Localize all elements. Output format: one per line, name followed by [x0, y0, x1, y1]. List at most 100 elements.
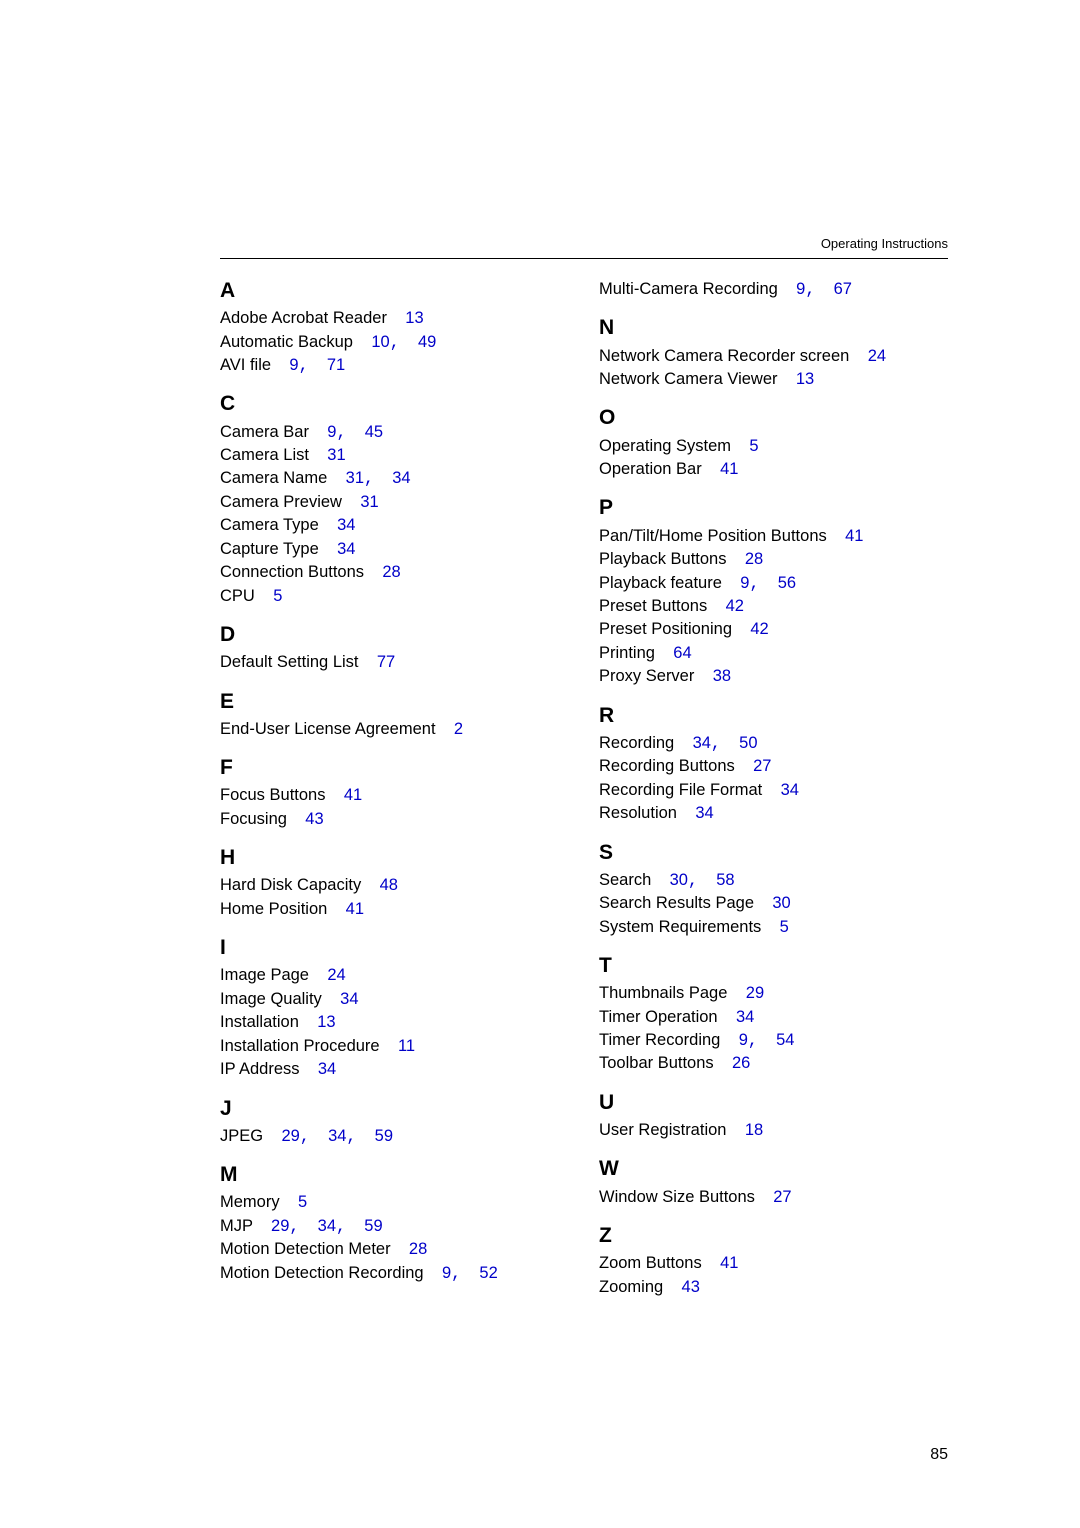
index-page-ref[interactable]: 30	[772, 894, 790, 912]
index-page-ref[interactable]: 41	[720, 460, 738, 478]
index-entry: JPEG 29, 34, 59	[220, 1125, 569, 1148]
index-page-ref[interactable]: 31	[360, 493, 378, 511]
index-entry-text: Connection Buttons	[220, 563, 364, 581]
index-page-ref[interactable]: 71	[327, 356, 345, 374]
index-page-ref[interactable]: 49	[418, 333, 436, 351]
index-page-ref[interactable]: 29	[281, 1127, 299, 1145]
index-entry-text: IP Address	[220, 1060, 300, 1078]
index-page-ref[interactable]: 34	[340, 990, 358, 1008]
index-page-ref[interactable]: 24	[868, 347, 886, 365]
index-page-ref[interactable]: 34	[392, 469, 410, 487]
index-entry: System Requirements 5	[599, 916, 948, 939]
index-page-ref[interactable]: 5	[749, 437, 758, 455]
index-entry: Recording File Format 34	[599, 779, 948, 802]
index-page-ref[interactable]: 38	[713, 667, 731, 685]
index-entry-text: Search	[599, 871, 651, 889]
index-page-ref[interactable]: 54	[776, 1031, 794, 1049]
index-entry: Image Quality 34	[220, 988, 569, 1011]
index-page-ref[interactable]: 34	[736, 1008, 754, 1026]
index-entry: Connection Buttons 28	[220, 561, 569, 584]
index-page-ref[interactable]: 56	[778, 574, 796, 592]
index-page-ref[interactable]: 26	[732, 1054, 750, 1072]
index-page-ref[interactable]: 52	[479, 1264, 497, 1282]
index-page-ref[interactable]: 5	[780, 918, 789, 936]
index-page-ref[interactable]: 50	[739, 734, 757, 752]
index-page-ref[interactable]: 34	[781, 781, 799, 799]
index-page-ref[interactable]: 77	[377, 653, 395, 671]
index-page-ref[interactable]: 31	[327, 446, 345, 464]
index-page-ref[interactable]: 5	[298, 1193, 307, 1211]
index-page-ref[interactable]: 30	[670, 871, 688, 889]
index-page-ref[interactable]: 24	[327, 966, 345, 984]
index-page-ref[interactable]: 42	[726, 597, 744, 615]
index-entry-text: Resolution	[599, 804, 677, 822]
index-entry: Automatic Backup 10, 49	[220, 331, 569, 354]
index-page-ref[interactable]: 43	[682, 1278, 700, 1296]
index-page-ref[interactable]: 58	[716, 871, 734, 889]
index-page-ref[interactable]: 28	[382, 563, 400, 581]
index-page-ref[interactable]: 34	[695, 804, 713, 822]
index-ref-separator: ,	[390, 333, 400, 352]
index-page-ref[interactable]: 31	[346, 469, 364, 487]
index-page-ref[interactable]: 34	[693, 734, 711, 752]
index-ref-separator: ,	[688, 871, 698, 890]
page-number: 85	[930, 1446, 948, 1464]
index-entry-text: CPU	[220, 587, 255, 605]
index-page-ref[interactable]: 27	[753, 757, 771, 775]
index-page-ref[interactable]: 43	[305, 810, 323, 828]
index-page-ref[interactable]: 11	[398, 1037, 415, 1055]
index-entry: Printing 64	[599, 642, 948, 665]
index-page-ref[interactable]: 41	[845, 527, 863, 545]
index-entry-text: MJP	[220, 1217, 253, 1235]
index-page-ref[interactable]: 9	[442, 1264, 451, 1282]
index-page-ref[interactable]: 34	[318, 1217, 336, 1235]
index-page-ref[interactable]: 48	[380, 876, 398, 894]
index-entry-text: Network Camera Viewer	[599, 370, 778, 388]
index-entry-text: AVI file	[220, 356, 271, 374]
index-page-ref[interactable]: 59	[364, 1217, 382, 1235]
index-page-ref[interactable]: 2	[454, 720, 463, 738]
index-page-ref[interactable]: 45	[365, 423, 383, 441]
index-page-ref[interactable]: 34	[337, 516, 355, 534]
index-page-ref[interactable]: 9	[289, 356, 298, 374]
index-page-ref[interactable]: 28	[409, 1240, 427, 1258]
index-entry-text: Focusing	[220, 810, 287, 828]
index-page-ref[interactable]: 64	[673, 644, 691, 662]
index-section-letter: Z	[599, 1223, 948, 1248]
index-page-ref[interactable]: 5	[273, 587, 282, 605]
index-page-ref[interactable]: 41	[344, 786, 362, 804]
index-page-ref[interactable]: 29	[746, 984, 764, 1002]
index-page-ref[interactable]: 34	[328, 1127, 346, 1145]
index-page-ref[interactable]: 41	[346, 900, 364, 918]
index-entry: Motion Detection Meter 28	[220, 1238, 569, 1261]
index-page-ref[interactable]: 34	[337, 540, 355, 558]
index-entry-text: Home Position	[220, 900, 327, 918]
index-page-ref[interactable]: 28	[745, 550, 763, 568]
index-entry-text: Camera Type	[220, 516, 319, 534]
index-ref-separator: ,	[299, 356, 309, 375]
index-entry-text: Preset Buttons	[599, 597, 707, 615]
index-entry-text: Proxy Server	[599, 667, 694, 685]
index-page-ref[interactable]: 9	[796, 280, 805, 298]
index-entry: Image Page 24	[220, 964, 569, 987]
index-page-ref[interactable]: 9	[739, 1031, 748, 1049]
index-page-ref[interactable]: 13	[405, 309, 423, 327]
index-page-ref[interactable]: 42	[750, 620, 768, 638]
index-page-ref[interactable]: 13	[796, 370, 814, 388]
index-entry-text: Thumbnails Page	[599, 984, 727, 1002]
index-entry-text: Capture Type	[220, 540, 319, 558]
index-page-ref[interactable]: 27	[773, 1188, 791, 1206]
index-entry: Camera Preview 31	[220, 491, 569, 514]
index-page-ref[interactable]: 13	[317, 1013, 335, 1031]
index-page-ref[interactable]: 29	[271, 1217, 289, 1235]
index-section-letter: C	[220, 391, 569, 416]
index-entry: Resolution 34	[599, 802, 948, 825]
index-page-ref[interactable]: 67	[834, 280, 852, 298]
index-entry: Preset Buttons 42	[599, 595, 948, 618]
index-page-ref[interactable]: 59	[375, 1127, 393, 1145]
index-entry: Search Results Page 30	[599, 892, 948, 915]
index-page-ref[interactable]: 18	[745, 1121, 763, 1139]
index-page-ref[interactable]: 41	[720, 1254, 738, 1272]
index-page-ref[interactable]: 34	[318, 1060, 336, 1078]
index-page-ref[interactable]: 10	[371, 333, 389, 351]
